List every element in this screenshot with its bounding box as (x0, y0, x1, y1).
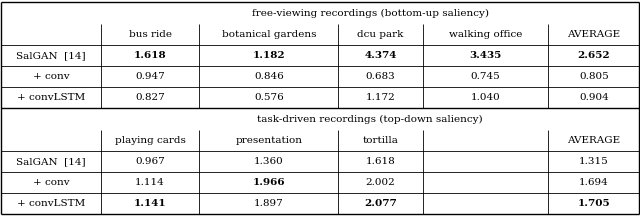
Text: 1.897: 1.897 (254, 199, 284, 208)
Text: 1.966: 1.966 (253, 178, 285, 187)
Text: + conv: + conv (33, 178, 70, 187)
Text: AVERAGE: AVERAGE (567, 30, 620, 39)
Text: 0.967: 0.967 (135, 157, 165, 166)
Text: 0.846: 0.846 (254, 72, 284, 81)
Text: SalGAN  [14]: SalGAN [14] (17, 51, 86, 60)
Text: 0.745: 0.745 (470, 72, 500, 81)
Text: dcu park: dcu park (357, 30, 404, 39)
Text: 1.360: 1.360 (254, 157, 284, 166)
Text: + convLSTM: + convLSTM (17, 199, 85, 208)
Text: 1.172: 1.172 (365, 93, 396, 102)
Text: 2.652: 2.652 (577, 51, 610, 60)
Text: + conv: + conv (33, 72, 70, 81)
Text: free-viewing recordings (bottom-up saliency): free-viewing recordings (bottom-up salie… (252, 8, 489, 17)
Text: 1.114: 1.114 (135, 178, 165, 187)
Text: 0.576: 0.576 (254, 93, 284, 102)
Text: 0.805: 0.805 (579, 72, 609, 81)
Text: 0.827: 0.827 (135, 93, 165, 102)
Text: 1.040: 1.040 (470, 93, 500, 102)
Text: 1.705: 1.705 (577, 199, 610, 208)
Text: 0.904: 0.904 (579, 93, 609, 102)
Text: bus ride: bus ride (129, 30, 172, 39)
Text: + convLSTM: + convLSTM (17, 93, 85, 102)
Text: 0.947: 0.947 (135, 72, 165, 81)
Text: 1.182: 1.182 (253, 51, 285, 60)
Text: 1.141: 1.141 (134, 199, 166, 208)
Text: AVERAGE: AVERAGE (567, 136, 620, 145)
Text: 2.077: 2.077 (364, 199, 397, 208)
Text: botanical gardens: botanical gardens (221, 30, 316, 39)
Text: presentation: presentation (236, 136, 302, 145)
Text: 1.315: 1.315 (579, 157, 609, 166)
Text: walking office: walking office (449, 30, 522, 39)
Text: playing cards: playing cards (115, 136, 186, 145)
Text: 1.618: 1.618 (365, 157, 396, 166)
Text: 3.435: 3.435 (469, 51, 502, 60)
Text: 1.618: 1.618 (134, 51, 166, 60)
Text: SalGAN  [14]: SalGAN [14] (17, 157, 86, 166)
Text: tortilla: tortilla (363, 136, 399, 145)
Text: 2.002: 2.002 (365, 178, 396, 187)
Text: 4.374: 4.374 (364, 51, 397, 60)
Text: task-driven recordings (top-down saliency): task-driven recordings (top-down salienc… (257, 114, 483, 124)
Text: 1.694: 1.694 (579, 178, 609, 187)
Text: 0.683: 0.683 (365, 72, 396, 81)
